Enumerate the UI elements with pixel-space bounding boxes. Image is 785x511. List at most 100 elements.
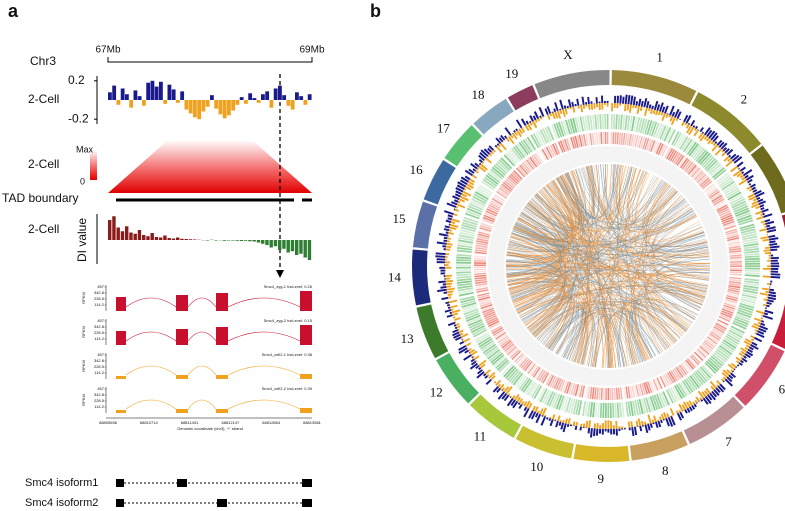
signal <box>468 202 484 211</box>
signal <box>501 392 508 400</box>
signal <box>746 181 749 184</box>
signal <box>456 203 466 209</box>
signal <box>733 368 736 371</box>
x-tick-label: 68812147 <box>222 420 241 425</box>
signal <box>725 228 738 234</box>
signal <box>711 329 723 338</box>
signal <box>769 285 771 288</box>
signal <box>507 136 510 138</box>
signal <box>604 114 607 130</box>
signal <box>729 256 742 259</box>
signal <box>691 354 701 364</box>
signal <box>728 282 741 287</box>
coverage <box>176 295 188 311</box>
signal <box>445 279 454 283</box>
signal <box>764 219 771 223</box>
bar <box>120 231 125 240</box>
signal <box>740 298 756 304</box>
signal <box>723 304 736 310</box>
signal <box>683 401 689 409</box>
link <box>582 167 707 293</box>
signal <box>679 381 690 396</box>
axis-label: DI value <box>75 218 89 262</box>
signal <box>643 421 647 425</box>
signal <box>742 289 758 294</box>
chromosome-label: 11 <box>474 428 487 443</box>
signal <box>687 122 691 125</box>
signal <box>719 383 726 391</box>
signal <box>517 355 527 366</box>
chromosome-label: 8 <box>662 463 669 478</box>
signal <box>496 160 509 173</box>
signal <box>768 237 779 241</box>
chromosome <box>573 444 630 462</box>
signal <box>474 272 487 276</box>
signal <box>451 218 460 223</box>
signal <box>517 402 521 405</box>
signal <box>744 274 760 278</box>
signal <box>436 258 446 261</box>
signal <box>751 186 756 191</box>
signal <box>710 385 715 391</box>
signal <box>690 167 701 178</box>
link <box>509 200 687 292</box>
bar <box>231 240 235 241</box>
signal <box>725 230 738 236</box>
signal <box>669 415 672 417</box>
signal <box>770 256 779 260</box>
signal <box>613 103 616 108</box>
signal <box>554 419 557 421</box>
signal <box>716 139 723 146</box>
signal <box>477 233 490 238</box>
signal <box>550 392 559 408</box>
signal <box>471 356 474 359</box>
signal <box>551 111 554 113</box>
signal <box>744 247 760 252</box>
signal <box>767 265 771 268</box>
signal <box>534 153 543 164</box>
signal <box>514 131 519 136</box>
signal <box>767 259 771 262</box>
hic-heatmap <box>108 140 312 193</box>
signal <box>741 230 757 236</box>
signal <box>564 381 570 394</box>
signal <box>565 119 571 135</box>
signal <box>744 278 760 282</box>
signal <box>613 114 616 130</box>
signal <box>541 389 550 404</box>
signal <box>458 289 474 295</box>
signal <box>578 134 583 147</box>
signal <box>475 242 488 247</box>
signal <box>601 103 604 110</box>
signal <box>598 387 601 400</box>
signal <box>647 396 654 412</box>
signal <box>632 96 637 106</box>
signal <box>589 386 593 399</box>
bar <box>163 235 167 240</box>
bar <box>210 95 214 100</box>
signal <box>722 218 734 225</box>
signal <box>514 144 526 158</box>
signal <box>501 183 512 193</box>
signal <box>487 155 490 158</box>
signal <box>766 233 769 236</box>
signal <box>633 385 638 398</box>
signal <box>676 384 686 398</box>
signal <box>589 114 593 131</box>
signal <box>762 317 763 320</box>
signal <box>665 128 674 143</box>
signal <box>456 264 472 267</box>
signal <box>770 248 778 252</box>
signal <box>716 380 721 385</box>
signal <box>732 322 747 330</box>
signal <box>600 387 603 400</box>
signal <box>598 132 601 145</box>
link <box>512 283 704 303</box>
signal <box>476 334 491 344</box>
signal <box>507 346 517 356</box>
signal <box>574 106 577 107</box>
signal <box>731 200 746 209</box>
signal <box>726 292 739 298</box>
link <box>535 193 593 367</box>
signal <box>748 195 756 201</box>
